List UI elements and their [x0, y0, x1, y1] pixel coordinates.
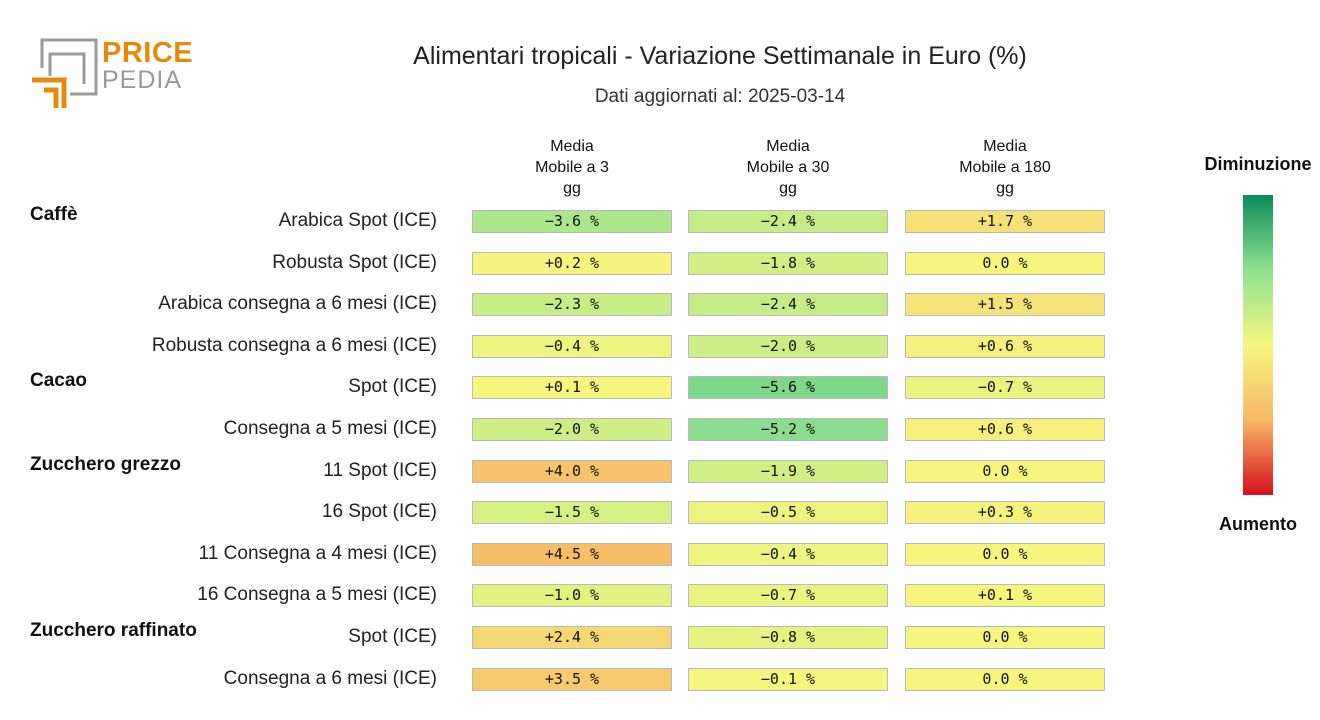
- value-cell: −0.4 %: [472, 334, 672, 358]
- row-label: Consegna a 6 mesi (ICE): [223, 667, 437, 689]
- value-cell: −0.8 %: [688, 626, 888, 649]
- chart-title: Alimentari tropicali - Variazione Settim…: [413, 42, 1027, 70]
- row-label: Arabica Spot (ICE): [278, 210, 437, 231]
- value-cell: −3.6 %: [472, 210, 672, 233]
- row-label: Robusta consegna a 6 mesi (ICE): [151, 334, 437, 356]
- value-cell: −0.7 %: [905, 376, 1105, 400]
- logo-mark-icon: [32, 38, 98, 108]
- value-cell: +0.2 %: [472, 251, 672, 275]
- value-cell: −5.2 %: [688, 418, 888, 441]
- row-label: Arabica consegna a 6 mesi (ICE): [158, 293, 437, 315]
- value-cell: −5.6 %: [688, 376, 888, 400]
- value-cell: −2.0 %: [472, 418, 672, 441]
- value-cell: +4.0 %: [472, 459, 672, 483]
- row-label: Spot (ICE): [348, 376, 437, 398]
- value-cell: +4.5 %: [472, 542, 672, 566]
- value-cell: +0.1 %: [905, 584, 1105, 608]
- value-cell: −0.1 %: [688, 667, 888, 691]
- value-cell: +1.7 %: [905, 210, 1105, 233]
- pricepedia-logo: PRICE PEDIA: [30, 37, 194, 110]
- value-cell: 0.0 %: [905, 667, 1105, 691]
- legend-bottom-label: Aumento: [1219, 514, 1297, 534]
- value-cell: −0.5 %: [688, 501, 888, 525]
- column-header: Media Mobile a 30 gg: [746, 138, 830, 197]
- value-cell: −1.8 %: [688, 251, 888, 275]
- legend-color-bar: [1243, 195, 1273, 495]
- value-cell: −1.9 %: [688, 459, 888, 483]
- value-cell: 0.0 %: [905, 251, 1105, 275]
- value-cell: −1.5 %: [472, 501, 672, 525]
- logo-text-price: PRICE: [102, 37, 194, 69]
- value-cell: −0.4 %: [688, 542, 888, 566]
- group-label: Zucchero grezzo: [30, 453, 181, 475]
- value-cell: 0.0 %: [905, 542, 1105, 566]
- value-cell: +1.5 %: [905, 293, 1105, 317]
- value-cell: −2.4 %: [688, 210, 888, 233]
- logo-text-pedia: PEDIA: [102, 66, 183, 94]
- row-label: Consegna a 5 mesi (ICE): [223, 418, 437, 439]
- row-label: 16 Spot (ICE): [321, 501, 437, 523]
- value-cell: +3.5 %: [472, 667, 672, 691]
- value-cell: +0.6 %: [905, 418, 1105, 441]
- value-cell: +2.4 %: [472, 626, 672, 649]
- group-label: Cacao: [30, 370, 88, 392]
- column-header: Media Mobile a 180 gg: [959, 138, 1051, 197]
- value-cell: −2.0 %: [688, 334, 888, 358]
- value-cell: 0.0 %: [905, 459, 1105, 483]
- row-label: 16 Consegna a 5 mesi (ICE): [197, 584, 437, 606]
- value-cell: 0.0 %: [905, 626, 1105, 649]
- row-label: Spot (ICE): [348, 626, 437, 647]
- value-cell: −2.4 %: [688, 293, 888, 317]
- group-label: Zucchero raffinato: [30, 620, 197, 641]
- row-label: 11 Consegna a 4 mesi (ICE): [198, 542, 437, 564]
- row-label: 11 Spot (ICE): [323, 459, 437, 481]
- value-cell: +0.1 %: [472, 376, 672, 400]
- value-cell: −2.3 %: [472, 293, 672, 317]
- group-label: Caffè: [30, 204, 78, 225]
- row-label: Robusta Spot (ICE): [272, 251, 437, 273]
- legend-top-label: Diminuzione: [1204, 154, 1312, 174]
- value-cell: +0.6 %: [905, 334, 1105, 358]
- chart-subtitle: Dati aggiornati al: 2025-03-14: [594, 86, 846, 107]
- value-cell: +0.3 %: [905, 501, 1105, 525]
- value-cell: −0.7 %: [688, 584, 888, 608]
- value-cell: −1.0 %: [472, 584, 672, 608]
- column-header: Media Mobile a 3 gg: [535, 138, 609, 197]
